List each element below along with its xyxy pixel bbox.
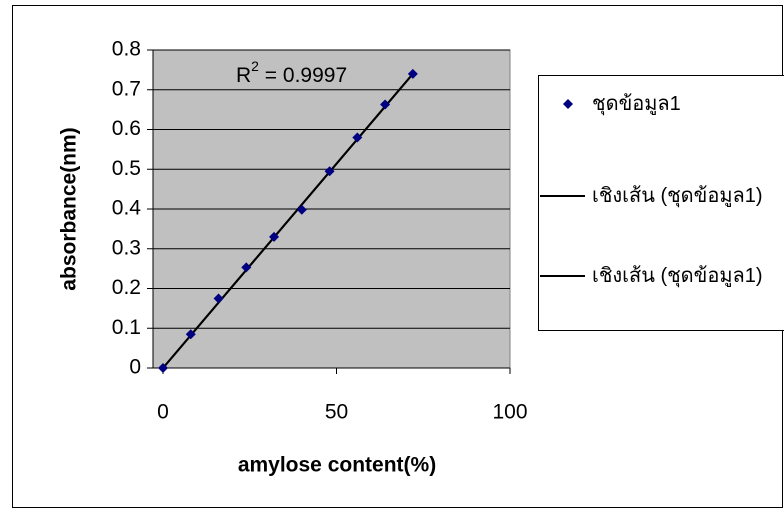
y-tick-label: 0.5 (112, 157, 141, 180)
x-tick-label: 100 (492, 401, 527, 424)
data-point (241, 262, 252, 273)
y-tick-label: 0.2 (112, 276, 141, 299)
annotation-base: R (236, 64, 251, 87)
x-tick-label: 0 (157, 401, 169, 424)
data-point (407, 68, 418, 79)
y-tick-label: 0.4 (112, 197, 142, 220)
data-point (352, 132, 363, 143)
data-point (324, 166, 335, 177)
y-axis-title: absorbance(nm) (58, 127, 81, 290)
data-point (185, 329, 196, 340)
y-tick-label: 0.6 (112, 117, 141, 140)
data-point (296, 204, 307, 215)
y-tick-label: 0.3 (112, 236, 141, 259)
legend-label: ชุดข้อมูล1 (592, 93, 681, 115)
y-tick-label: 0.1 (112, 316, 141, 339)
x-tick-label: 50 (325, 401, 348, 424)
y-tick-label: 0.7 (112, 77, 141, 100)
annotation-superscript: 2 (251, 58, 259, 74)
annotation-text: = 0.9997 (259, 64, 347, 87)
legend-label: เชิงเส้น (ชุดข้อมูล1) (592, 185, 763, 207)
x-axis-title: amylose content(%) (238, 454, 436, 477)
y-tick-label: 0.8 (112, 38, 141, 61)
data-point (213, 293, 224, 304)
annotation: R2 = 0.9997 (236, 58, 347, 87)
legend-box (538, 75, 784, 331)
legend-label: เชิงเส้น (ชุดข้อมูล1) (592, 265, 763, 287)
y-tick-label: 0 (129, 356, 141, 379)
trendline (162, 73, 414, 369)
data-point (269, 231, 280, 242)
legend-marker (563, 99, 573, 109)
data-point (380, 99, 391, 110)
data-point (158, 363, 168, 373)
